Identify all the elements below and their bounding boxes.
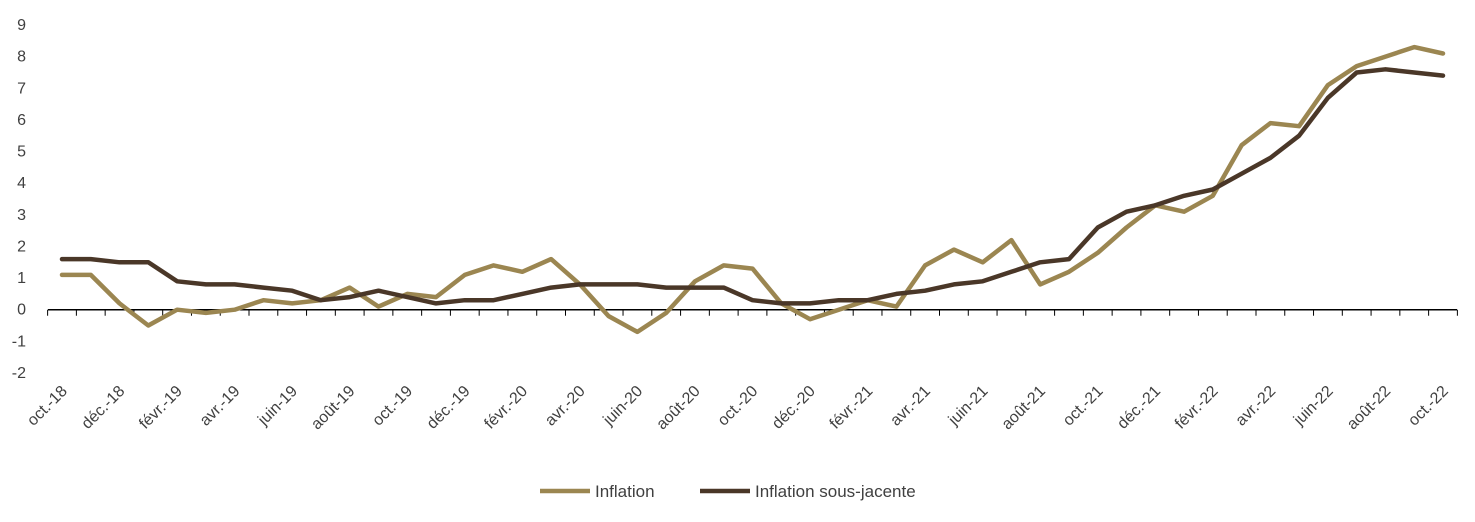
legend-label-inflation: Inflation	[595, 482, 655, 501]
x-tick-label: déc.-20	[769, 383, 819, 433]
x-tick-label: févr.-20	[481, 383, 531, 433]
y-tick-label: 3	[17, 207, 26, 224]
y-axis: -2 -1 0 1 2 3 4 5 6 7 8 9	[12, 17, 26, 382]
series-line-inflation-sous-jacente	[59, 67, 1446, 306]
x-tick-label: févr.-21	[827, 383, 877, 433]
y-tick-label: 4	[17, 175, 26, 192]
y-tick-label: 2	[17, 238, 26, 255]
x-tick-label: oct.-22	[1405, 383, 1452, 430]
y-tick-label: 0	[17, 302, 26, 319]
x-tick-label: avr.-19	[197, 383, 244, 430]
x-tick-label: août-20	[653, 383, 703, 433]
x-tick-label: févr.-22	[1172, 383, 1222, 433]
x-tick-label: août-21	[999, 383, 1049, 433]
x-tick-label: déc.-18	[79, 383, 129, 433]
y-tick-label: 1	[17, 270, 26, 287]
x-tick-label: oct.-21	[1060, 383, 1107, 430]
x-tick-label: déc.-19	[424, 383, 474, 433]
x-tick-label: juin-20	[600, 383, 647, 430]
y-tick-label: 8	[17, 49, 26, 66]
y-tick-label: -1	[12, 333, 26, 350]
x-tick-label: juin-19	[254, 383, 301, 430]
legend: Inflation Inflation sous-jacente	[540, 482, 916, 501]
x-axis: oct.-18 déc.-18 févr.-19 avr.-19 juin-19 août…	[24, 308, 1458, 433]
x-tick-label: déc.-21	[1114, 383, 1164, 433]
y-tick-label: -2	[12, 365, 26, 382]
x-tick-label: avr.-20	[542, 383, 589, 430]
x-tick-label: août-19	[308, 383, 358, 433]
x-tick-label: juin-22	[1290, 383, 1337, 430]
x-tick-label: août-22	[1344, 383, 1394, 433]
x-tick-label: oct.-18	[24, 383, 71, 430]
legend-label-inflation-sous-jacente: Inflation sous-jacente	[755, 482, 916, 501]
y-tick-label: 9	[17, 17, 26, 34]
y-tick-label: 6	[17, 112, 26, 129]
series-line-inflation	[59, 44, 1446, 335]
x-tick-label: oct.-19	[369, 383, 416, 430]
series-layer	[59, 44, 1446, 335]
x-tick-label: févr.-19	[136, 383, 186, 433]
x-tick-label: oct.-20	[715, 383, 762, 430]
x-tick-label: juin-21	[945, 383, 992, 430]
x-tick-label: avr.-22	[1233, 383, 1280, 430]
y-tick-label: 5	[17, 144, 26, 161]
x-tick-label: avr.-21	[887, 383, 934, 430]
y-tick-label: 7	[17, 80, 26, 97]
